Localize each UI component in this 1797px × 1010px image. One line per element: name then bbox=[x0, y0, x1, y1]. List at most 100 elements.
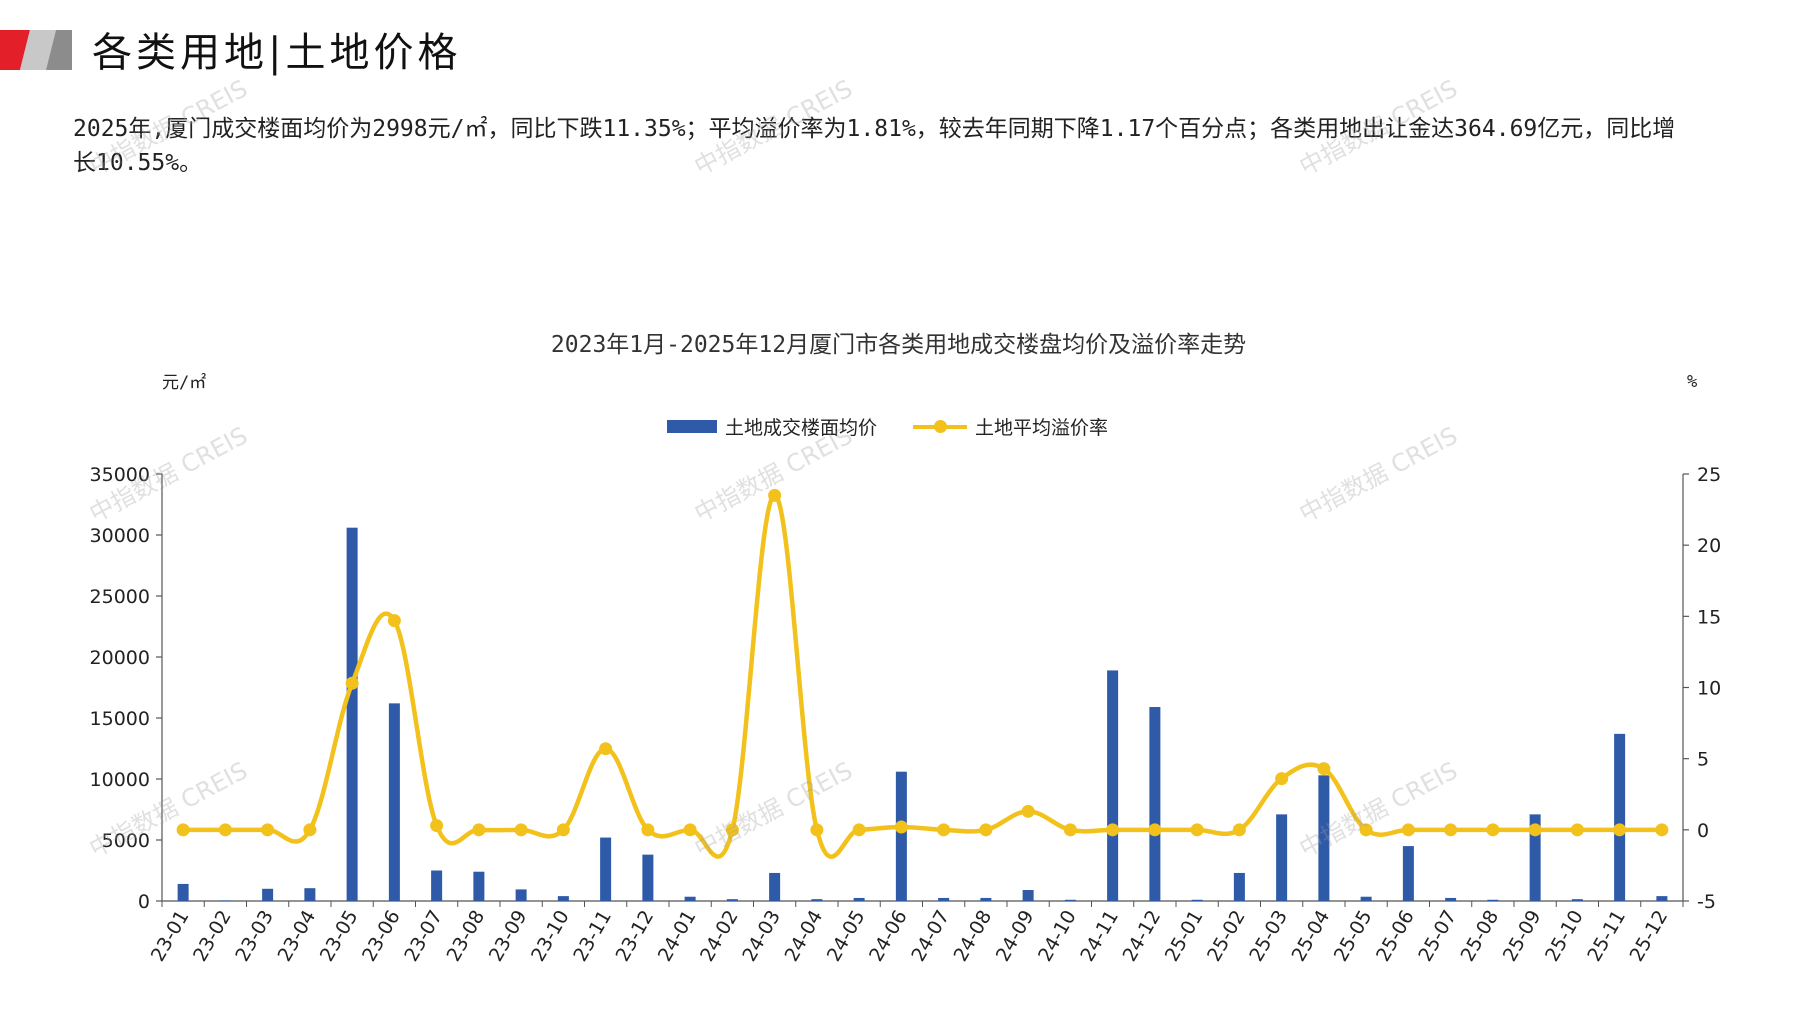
line-point-25-12 bbox=[1655, 823, 1669, 837]
x-tick-label: 23-02 bbox=[189, 907, 236, 966]
premium-rate-line bbox=[183, 493, 1662, 859]
x-tick-label: 23-06 bbox=[358, 907, 405, 966]
bar-25-01 bbox=[1191, 899, 1203, 901]
line-point-24-09 bbox=[1021, 804, 1035, 818]
bar-23-04 bbox=[304, 888, 316, 901]
bar-24-12 bbox=[1149, 707, 1161, 901]
x-tick-label: 23-07 bbox=[400, 907, 447, 966]
legend-item-line: 土地平均溢价率 bbox=[913, 413, 1108, 440]
x-tick-label: 24-01 bbox=[654, 907, 701, 966]
x-tick-label: 24-11 bbox=[1076, 907, 1123, 966]
bar-25-05 bbox=[1360, 896, 1372, 901]
x-tick-label: 23-04 bbox=[274, 907, 321, 966]
bar-24-04 bbox=[811, 899, 823, 901]
line-point-25-06 bbox=[1401, 823, 1415, 837]
x-tick-label: 25-07 bbox=[1414, 907, 1461, 966]
bar-25-07 bbox=[1445, 897, 1457, 901]
x-tick-label: 25-02 bbox=[1203, 907, 1250, 966]
line-point-25-03 bbox=[1275, 772, 1289, 786]
line-point-23-06 bbox=[387, 614, 401, 628]
right-tick-label: 0 bbox=[1697, 820, 1709, 842]
bar-25-06 bbox=[1402, 846, 1414, 901]
x-tick-label: 25-08 bbox=[1457, 907, 1504, 966]
x-tick-label: 24-03 bbox=[738, 907, 785, 966]
line-point-24-05 bbox=[852, 823, 866, 837]
x-tick-label: 23-10 bbox=[527, 907, 574, 966]
x-tick-label: 23-08 bbox=[443, 907, 490, 966]
bar-23-07 bbox=[431, 870, 443, 901]
bar-23-01 bbox=[177, 883, 189, 901]
line-point-24-11 bbox=[1106, 823, 1120, 837]
bar-23-05 bbox=[346, 527, 358, 901]
bar-24-06 bbox=[895, 771, 907, 901]
x-tick-label: 23-03 bbox=[231, 907, 278, 966]
bar-24-08 bbox=[980, 897, 992, 901]
bar-23-11 bbox=[600, 837, 612, 901]
line-point-23-09 bbox=[514, 823, 528, 837]
line-point-23-07 bbox=[430, 819, 444, 833]
line-point-23-12 bbox=[641, 823, 655, 837]
left-tick-label: 20000 bbox=[90, 647, 150, 669]
line-point-23-01 bbox=[176, 823, 190, 837]
x-tick-label: 23-09 bbox=[485, 907, 532, 966]
line-point-24-06 bbox=[894, 820, 908, 834]
x-tick-label: 25-01 bbox=[1161, 907, 1208, 966]
x-tick-label: 25-11 bbox=[1583, 907, 1630, 966]
x-tick-label: 25-12 bbox=[1626, 907, 1673, 966]
line-point-23-05 bbox=[345, 676, 359, 690]
x-tick-label: 23-12 bbox=[612, 907, 659, 966]
bar-23-12 bbox=[642, 854, 654, 901]
line-point-25-02 bbox=[1232, 823, 1246, 837]
left-tick-label: 25000 bbox=[90, 586, 150, 608]
page-title: 各类用地|土地价格 bbox=[92, 30, 462, 76]
bar-24-07 bbox=[938, 897, 950, 901]
bar-25-03 bbox=[1276, 814, 1288, 901]
creis-logo bbox=[0, 30, 72, 70]
bar-23-03 bbox=[262, 888, 274, 901]
line-point-23-04 bbox=[303, 823, 317, 837]
chart-legend: 土地成交楼面均价 土地平均溢价率 bbox=[667, 413, 1144, 440]
chart-title: 2023年1月-2025年12月厦门市各类用地成交楼盘均价及溢价率走势 bbox=[550, 332, 1247, 358]
x-tick-label: 23-01 bbox=[147, 907, 194, 966]
line-point-24-04 bbox=[810, 823, 824, 837]
bar-24-10 bbox=[1064, 899, 1076, 901]
bar-24-11 bbox=[1107, 670, 1119, 901]
x-tick-label: 24-10 bbox=[1034, 907, 1081, 966]
bar-23-10 bbox=[557, 896, 569, 901]
x-tick-label: 24-02 bbox=[696, 907, 743, 966]
bar-25-12 bbox=[1656, 896, 1668, 901]
summary-text: 2025年,厦门成交楼面均价为2998元/㎡，同比下跌11.35%；平均溢价率为… bbox=[73, 116, 1676, 176]
x-tick-label: 25-10 bbox=[1541, 907, 1588, 966]
right-tick-label: 10 bbox=[1697, 678, 1721, 700]
line-point-25-07 bbox=[1444, 823, 1458, 837]
line-point-25-01 bbox=[1190, 823, 1204, 837]
x-tick-label: 24-08 bbox=[950, 907, 997, 966]
legend-bar-swatch bbox=[667, 420, 717, 433]
x-tick-label: 25-03 bbox=[1245, 907, 1292, 966]
bar-25-09 bbox=[1529, 814, 1541, 901]
x-tick-label: 24-05 bbox=[823, 907, 870, 966]
line-point-23-02 bbox=[218, 823, 232, 837]
bar-24-01 bbox=[684, 896, 696, 901]
left-tick-label: 10000 bbox=[90, 769, 150, 791]
bar-25-11 bbox=[1614, 733, 1626, 901]
left-tick-label: 15000 bbox=[90, 708, 150, 730]
left-axis-unit: 元/㎡ bbox=[162, 373, 207, 393]
line-point-25-10 bbox=[1570, 823, 1584, 837]
left-tick-label: 30000 bbox=[90, 525, 150, 547]
x-tick-label: 24-06 bbox=[865, 907, 912, 966]
left-tick-label: 35000 bbox=[90, 464, 150, 486]
x-tick-label: 23-05 bbox=[316, 907, 363, 966]
bar-24-02 bbox=[726, 899, 738, 901]
line-point-25-08 bbox=[1486, 823, 1500, 837]
bar-24-09 bbox=[1022, 890, 1034, 901]
line-point-24-10 bbox=[1063, 823, 1077, 837]
right-tick-label: 25 bbox=[1697, 464, 1721, 486]
bar-23-08 bbox=[473, 871, 485, 901]
line-point-24-07 bbox=[937, 823, 951, 837]
x-tick-label: 24-09 bbox=[992, 907, 1039, 966]
line-point-24-03 bbox=[768, 488, 782, 502]
right-tick-label: 20 bbox=[1697, 535, 1721, 557]
line-point-24-08 bbox=[979, 823, 993, 837]
x-tick-label: 25-06 bbox=[1372, 907, 1419, 966]
